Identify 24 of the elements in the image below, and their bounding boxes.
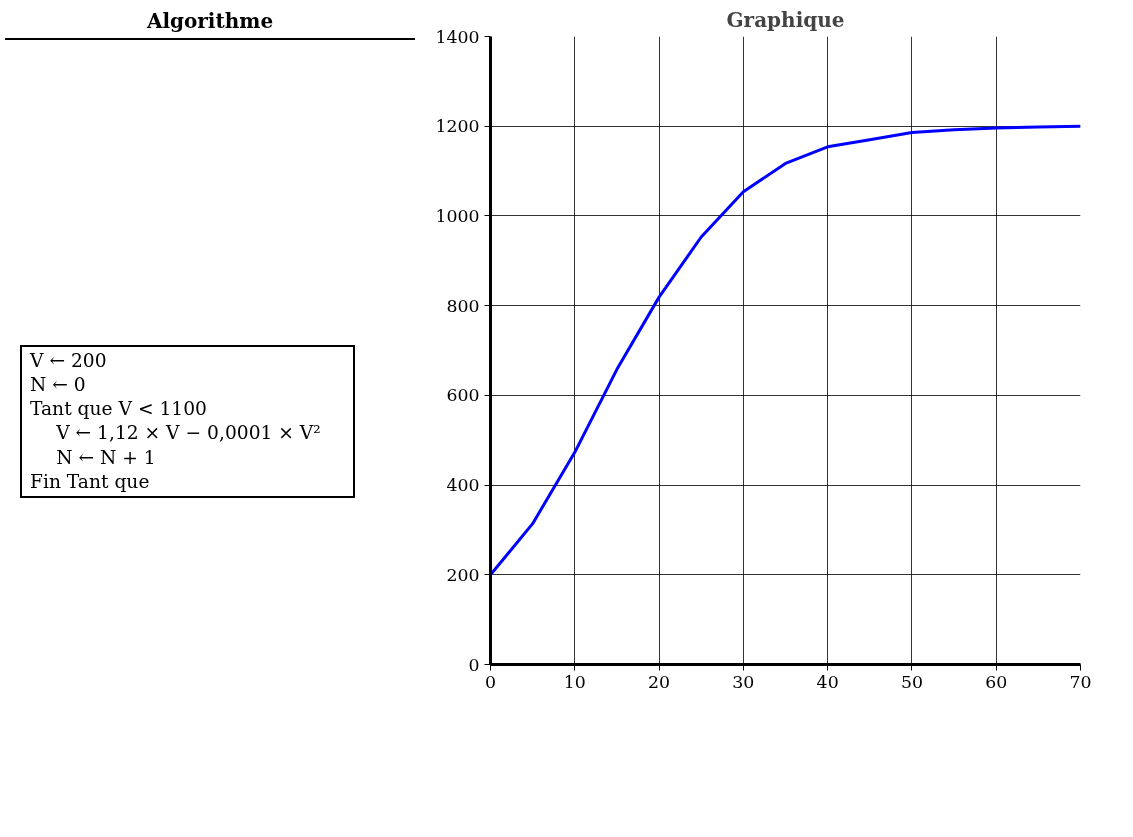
x-tick-label: 60 xyxy=(985,671,1008,692)
y-tick-label: 800 xyxy=(446,295,480,316)
text: N ← 0 xyxy=(30,372,87,397)
x-tick-label: 20 xyxy=(648,671,671,692)
x-tick-label: 30 xyxy=(732,671,755,692)
y-tick-label: 1400 xyxy=(435,26,480,47)
chart-title: Graphique xyxy=(726,7,845,32)
x-tick-label: 70 xyxy=(1069,671,1092,692)
x-tick-label: 10 xyxy=(563,671,586,692)
text: N ← N + 1 xyxy=(55,445,157,470)
text: Fin Tant que xyxy=(30,469,151,494)
y-tick-label: 600 xyxy=(446,385,480,406)
y-tick-label: 1200 xyxy=(435,116,480,137)
text: Algorithme xyxy=(5,5,415,40)
y-tick-label: 400 xyxy=(446,475,480,496)
text: V ← 1,12 × V − 0,0001 × V² xyxy=(55,421,322,446)
x-tick-label: 50 xyxy=(900,671,923,692)
text: V ← 200 xyxy=(30,348,108,373)
x-tick-label: 40 xyxy=(816,671,839,692)
text: Tant que V < 1100 xyxy=(30,397,208,422)
y-tick-label: 0 xyxy=(468,654,480,675)
y-tick-label: 1000 xyxy=(435,205,480,226)
x-tick-label: 0 xyxy=(484,671,497,692)
y-tick-label: 200 xyxy=(446,564,480,585)
